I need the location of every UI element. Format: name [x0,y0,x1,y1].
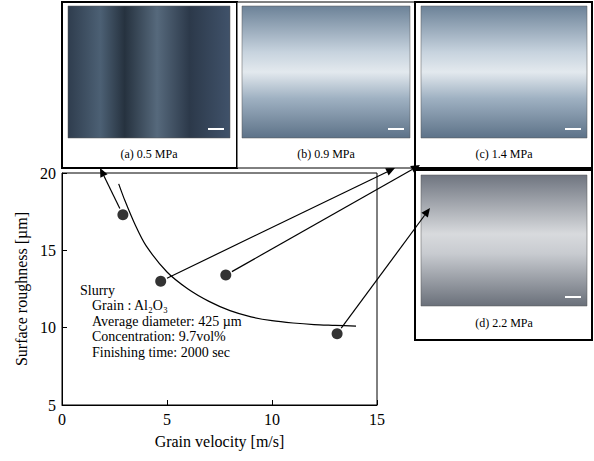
svg-text:Average diameter: 425 µm: Average diameter: 425 µm [92,314,242,329]
svg-text:(b) 0.9 MPa: (b) 0.9 MPa [297,147,355,161]
svg-text:15: 15 [40,242,56,259]
svg-text:10: 10 [264,411,280,428]
svg-text:15: 15 [369,411,385,428]
svg-text:20: 20 [40,165,56,182]
svg-text:(d) 2.2 MPa: (d) 2.2 MPa [475,316,533,330]
svg-text:5: 5 [163,411,171,428]
svg-text:Grain : Al₂O₃: Grain : Al₂O₃ [92,298,168,313]
svg-text:10: 10 [40,319,56,336]
svg-text:5: 5 [48,397,56,414]
svg-text:(c) 1.4 MPa: (c) 1.4 MPa [476,147,534,161]
svg-text:Slurry: Slurry [80,283,115,298]
svg-text:0: 0 [58,411,66,428]
svg-text:Surface roughness [µm]: Surface roughness [µm] [13,212,31,366]
svg-text:Finishing time: 2000 sec: Finishing time: 2000 sec [92,345,230,360]
svg-text:Grain velocity [m/s]: Grain velocity [m/s] [155,433,285,451]
svg-text:(a) 0.5 MPa: (a) 0.5 MPa [121,147,179,161]
svg-text:Concentration: 9.7vol%: Concentration: 9.7vol% [92,329,226,344]
